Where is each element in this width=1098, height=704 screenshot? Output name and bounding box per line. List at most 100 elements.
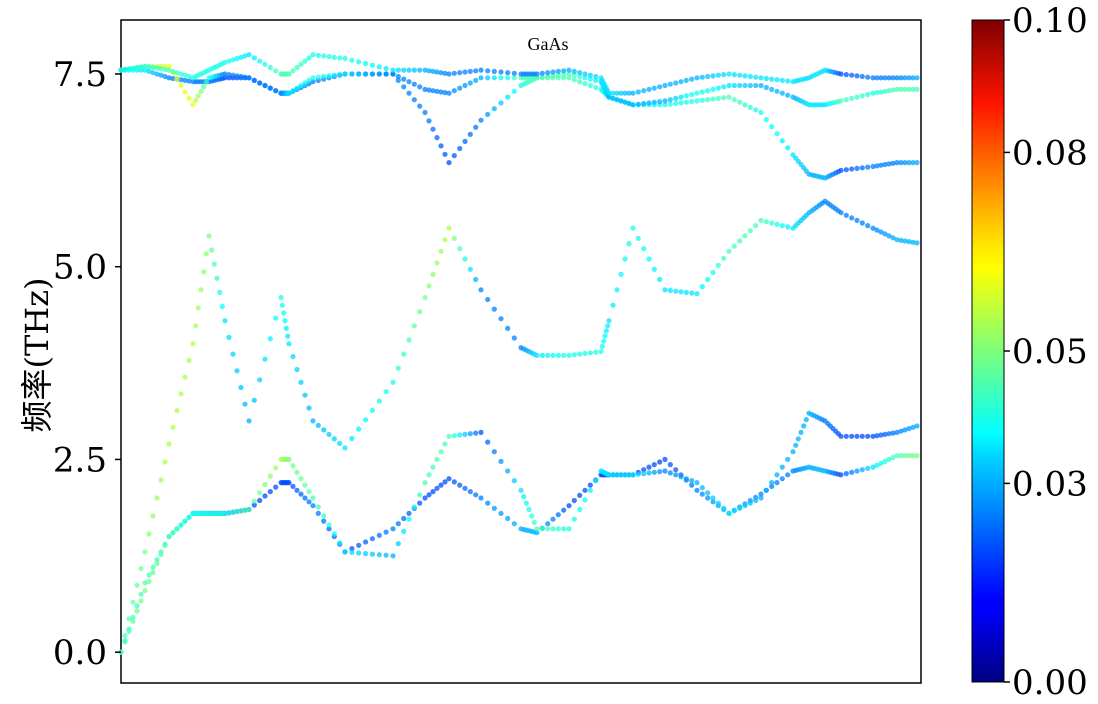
data-point: [785, 78, 791, 84]
data-point: [890, 235, 896, 241]
data-point: [545, 521, 551, 527]
data-point: [753, 223, 759, 229]
data-point: [349, 546, 355, 552]
data-point: [383, 389, 389, 395]
data-point: [886, 88, 892, 94]
data-point: [195, 93, 201, 99]
data-point: [430, 68, 436, 74]
data-point: [174, 70, 180, 76]
data-point: [577, 492, 583, 498]
data-point: [491, 449, 497, 455]
data-point: [498, 100, 504, 106]
data-point: [363, 539, 369, 545]
data-point: [290, 88, 296, 94]
data-point: [731, 97, 737, 103]
data-point: [401, 351, 407, 357]
data-point: [478, 67, 484, 73]
data-point: [286, 71, 292, 77]
data-point: [485, 68, 491, 74]
data-point: [182, 518, 188, 524]
data-point: [446, 90, 452, 96]
data-point: [230, 57, 236, 63]
data-point: [337, 55, 343, 61]
data-point: [438, 482, 444, 488]
data-point: [854, 73, 860, 79]
data-point: [505, 325, 511, 331]
data-point: [401, 84, 407, 90]
y-axis-ticks: 0.0 2.5 5.0 7.5: [53, 55, 121, 673]
data-point: [838, 210, 844, 216]
data-point: [242, 74, 248, 80]
data-point: [689, 482, 695, 488]
data-point: [758, 82, 764, 89]
data-point: [646, 256, 652, 262]
data-point: [302, 482, 308, 488]
data-point: [219, 303, 225, 310]
data-point: [689, 290, 695, 296]
data-point: [763, 219, 769, 225]
data-point: [571, 352, 577, 358]
data-point: [798, 429, 804, 435]
data-point: [894, 75, 900, 81]
data-point: [267, 473, 273, 479]
data-point: [170, 68, 176, 74]
data-point: [914, 160, 920, 166]
data-point: [769, 483, 775, 489]
data-point: [315, 504, 321, 510]
data-point: [886, 75, 892, 81]
data-point: [310, 79, 316, 85]
data-point: [705, 490, 711, 496]
data-point: [383, 552, 389, 558]
data-point: [174, 408, 180, 414]
data-point: [395, 521, 401, 527]
data-point: [614, 90, 620, 96]
data-point: [234, 368, 240, 374]
data-point: [539, 74, 545, 80]
data-point: [886, 161, 892, 167]
data-point: [843, 97, 849, 103]
data-point: [550, 73, 556, 79]
data-point: [283, 325, 289, 331]
data-point: [689, 99, 695, 105]
data-point: [865, 164, 871, 170]
data-point: [849, 72, 855, 78]
data-point: [186, 78, 192, 84]
data-point: [710, 269, 716, 276]
data-point: [694, 291, 700, 297]
data-point: [478, 495, 484, 501]
data-point: [779, 223, 785, 229]
data-point: [442, 479, 448, 485]
data-point: [178, 391, 184, 397]
data-point: [498, 75, 504, 81]
data-point: [651, 469, 657, 475]
data-point: [774, 77, 780, 83]
data-point: [854, 468, 860, 474]
data-point: [356, 550, 362, 556]
data-point: [434, 135, 440, 141]
data-point: [190, 341, 196, 347]
data-point: [363, 551, 369, 557]
data-point: [878, 75, 884, 81]
data-point: [667, 97, 673, 103]
data-point: [242, 401, 248, 407]
data-point: [758, 217, 764, 223]
y-tick-label: 5.0: [53, 248, 107, 288]
data-point: [859, 165, 865, 171]
data-point: [886, 431, 892, 437]
data-point: [238, 384, 244, 391]
data-point: [758, 75, 764, 81]
data-point: [478, 75, 484, 81]
data-point: [158, 72, 164, 78]
data-point: [446, 160, 452, 166]
data-point: [577, 73, 583, 80]
data-point: [555, 72, 561, 78]
data-point: [662, 82, 668, 89]
data-point: [331, 54, 337, 60]
data-point: [182, 89, 188, 95]
data-point: [849, 469, 855, 475]
data-point: [438, 449, 444, 455]
data-point: [673, 472, 679, 478]
data-point: [426, 283, 432, 289]
data-point: [518, 487, 524, 493]
data-point: [246, 75, 252, 81]
